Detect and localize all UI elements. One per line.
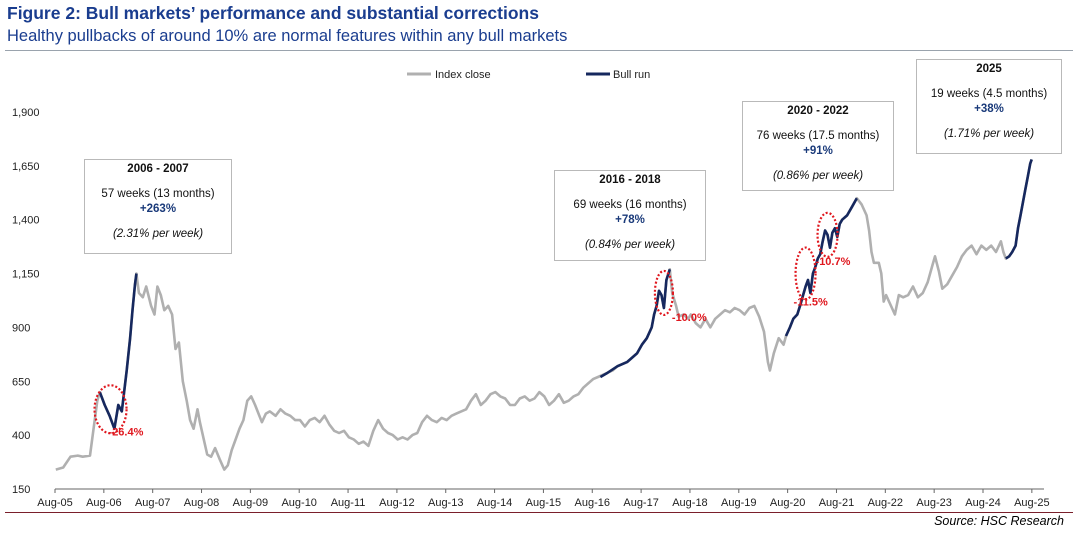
source-note: Source: HSC Research [934,514,1064,528]
box-title: 2006 - 2007 [127,163,189,175]
correction-ellipse [816,211,839,258]
x-tick-label: Aug-21 [819,497,854,509]
x-tick-label: Aug-14 [477,497,512,509]
index-close-line [55,158,1033,471]
bull-run-line [599,268,672,379]
x-tick-label: Aug-25 [1014,497,1049,509]
x-tick-label: Aug-12 [379,497,414,509]
x-tick-label: Aug-06 [86,497,121,509]
x-tick-label: Aug-16 [575,497,610,509]
correction-ellipse [93,384,128,435]
annotation-box-2025: 2025 19 weeks (4.5 months) +38% (1.71% p… [916,59,1062,154]
x-tick-label: Aug-11 [331,497,366,509]
box-duration: 57 weeks (13 months) [101,188,215,200]
bull-run-line [1005,158,1033,260]
figure-title: Figure 2: Bull markets’ performance and … [7,3,539,23]
annotation-box-2016-2018: 2016 - 2018 69 weeks (16 months) +78% (0… [554,170,706,261]
box-duration: 76 weeks (17.5 months) [756,130,880,142]
annotation-box-2020-2022: 2020 - 2022 76 weeks (17.5 months) +91% … [742,101,894,191]
box-rate: (1.71% per week) [943,128,1035,140]
correction-label: -11.5% [794,297,828,309]
x-tick-label: Aug-08 [184,497,219,509]
x-axis: Aug-05 Aug-06 Aug-07 Aug-08 Aug-09 Aug-10 Aug-… [37,488,1050,509]
x-tick-label: Aug-15 [526,497,561,509]
x-tick-label: Aug-23 [916,497,951,509]
box-duration: 69 weeks (16 months) [573,199,687,211]
x-tick-label: Aug-05 [37,497,72,509]
box-title: 2020 - 2022 [787,105,849,117]
x-tick-label: Aug-22 [868,497,903,509]
y-tick-label: 1,900 [12,107,40,119]
box-rate: (2.31% per week) [112,228,204,240]
y-tick-label: 1,400 [12,215,40,227]
annotation-box-2006-2007: 2006 - 2007 57 weeks (13 months) +263% (… [84,159,232,254]
y-tick-label: 1,150 [12,269,40,281]
box-title: 2016 - 2018 [599,174,661,186]
x-tick-label: Aug-10 [281,497,316,509]
bottom-rule [5,512,1073,513]
box-rate: (0.86% per week) [772,170,864,182]
x-tick-label: Aug-17 [623,497,658,509]
x-tick-label: Aug-13 [428,497,463,509]
y-tick-label: 150 [12,484,30,496]
correction-ellipse [653,269,675,317]
box-gain: +263% [139,203,177,215]
x-tick-label: Aug-24 [965,497,1000,509]
box-gain: +91% [803,145,833,157]
x-tick-label: Aug-19 [721,497,756,509]
legend-bull-label: Bull run [613,69,650,81]
y-tick-label: 400 [12,430,30,442]
y-tick-label: 1,650 [12,161,40,173]
box-gain: +78% [615,214,645,226]
index-series [55,158,1033,471]
correction-label: -26.4% [109,426,144,438]
legend: Index close Bull run [407,69,650,81]
y-tick-label: 900 [12,322,30,334]
box-gain: +38% [974,103,1004,115]
box-duration: 19 weeks (4.5 months) [930,88,1048,100]
y-tick-label: 650 [12,376,30,388]
x-tick-label: Aug-07 [135,497,170,509]
x-tick-label: Aug-20 [770,497,805,509]
x-tick-label: Aug-09 [233,497,268,509]
box-rate: (0.84% per week) [584,239,676,251]
legend-index-label: Index close [435,69,491,81]
correction-label: -10.0% [672,312,707,324]
correction-ellipse [794,246,817,301]
y-axis: 150 400 650 900 1,150 1,400 1,650 1,900 [12,107,40,496]
bull-run-line [784,197,858,337]
x-tick-label: Aug-18 [672,497,707,509]
correction-label: -10.7% [816,256,851,268]
top-rule [5,50,1073,51]
figure-subtitle: Healthy pullbacks of around 10% are norm… [7,27,568,45]
box-title: 2025 [976,63,1002,75]
corrections: -26.4% -10.0% -11.5% -10.7% [93,211,851,438]
bull-run-line [98,273,138,430]
bull-series [98,158,1033,430]
